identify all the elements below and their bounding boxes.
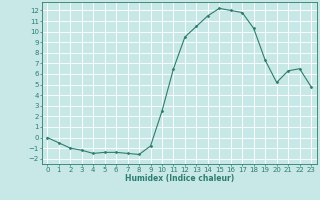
X-axis label: Humidex (Indice chaleur): Humidex (Indice chaleur): [124, 174, 234, 183]
